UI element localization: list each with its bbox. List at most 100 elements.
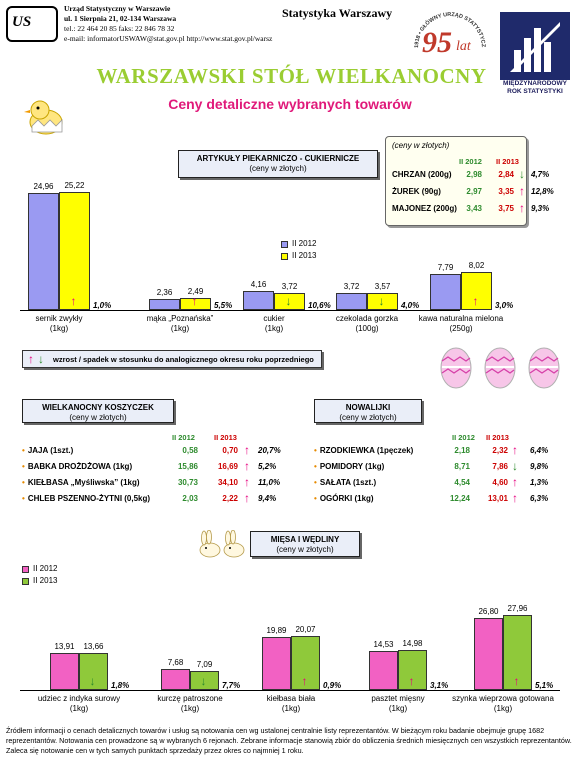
data-label: 8,02 [468,261,485,270]
bar-2012 [474,618,503,690]
table-row-name: • KIEŁBASA „Myśliwska” (1kg) [22,478,140,487]
up-arrow-icon: ↑ [472,294,479,308]
change-percent: 5,5% [214,301,233,310]
category-label: pasztet mięsny (1kg) [338,694,458,714]
scroll-row-2012: 2,98 [466,170,482,179]
footnote: Źródłem informacji o cenach detalicznych… [6,726,572,755]
change-percent: 1,0% [93,301,112,310]
arrow-legend-text: wzrost / spadek w stosunku do analogiczn… [53,355,314,364]
table-row-text: OGÓRKI (1kg) [319,494,374,503]
table-row-2013: 0,70 [222,446,238,455]
table-row-text: KIEŁBASA „Myśliwska” (1kg) [27,478,140,487]
bar-2013 [398,650,427,690]
us-logo-text: US [12,14,32,30]
bar-2013 [461,272,492,310]
up-arrow-icon: ↑ [512,491,518,505]
data-label: 13,91 [54,642,75,651]
category-line: (1kg) [69,704,89,713]
data-label: 14,53 [373,640,394,649]
change-percent: 3,1% [430,681,449,690]
data-label: 3,57 [374,282,391,291]
category-line: (1kg) [170,324,190,333]
table-row-2013: 16,69 [217,462,238,471]
legend-2012-label: II 2012 [292,239,317,248]
bar-2013 [59,192,90,310]
page-subtitle: Ceny detaliczne wybranych towarów [168,96,412,112]
table-row-2012: 30,73 [177,478,198,487]
brand-title: Statystyka Warszawy [282,6,393,20]
category-line: udziec z indyka surowy [37,694,121,703]
category-line: kurczę patroszone [157,694,223,703]
basket-unit: (ceny w złotych) [69,413,127,422]
easter-eggs-icon [436,345,566,396]
chart-baseline [20,690,560,691]
bullet-icon: • [314,462,317,471]
data-label: 7,68 [167,658,184,667]
bar-2012 [243,291,274,310]
down-arrow-icon: ↓ [285,294,292,308]
basket-col-2012: II 2012 [172,433,195,442]
legend-down-arrow-icon: ↓ [38,352,44,366]
news-unit: (ceny w złotych) [339,413,397,422]
meat-legend-2012-swatch [22,566,29,573]
table-row-text: POMIDORY (1kg) [319,462,385,471]
meat-legend-2013-label: II 2013 [33,576,58,585]
up-arrow-icon: ↑ [408,674,415,688]
data-label: 7,79 [437,263,454,272]
basket-col-2013: II 2013 [214,433,237,442]
bakery-title: ARTYKUŁY PIEKARNICZO - CUKIERNICZE [196,154,360,163]
bar-2012 [369,651,398,690]
table-row-2013: 4,60 [492,478,508,487]
change-percent: 0,9% [323,681,342,690]
up-arrow-icon: ↑ [513,674,520,688]
scroll-row-name: CHRZAN (200g) [392,170,452,179]
category-line: (1kg) [49,324,69,333]
category-line: szynka wieprzowa gotowana [452,694,554,703]
data-label: 19,89 [266,626,287,635]
table-row-pct: 5,2% [258,462,277,471]
scroll-col-2012: II 2012 [459,157,482,166]
category-label: czekolada gorzka (100g) [307,314,427,334]
table-row-name: • RZODKIEWKA (1pęczek) [314,446,413,455]
up-arrow-icon: ↑ [519,184,525,198]
change-percent: 4,0% [401,301,420,310]
table-row-2013: 2,32 [492,446,508,455]
bar-2013 [274,293,305,310]
table-row-name: • OGÓRKI (1kg) [314,494,374,503]
table-row-text: RZODKIEWKA (1pęczek) [319,446,414,455]
table-row-2012: 12,24 [449,494,470,503]
table-row-pct: 9,8% [530,462,549,471]
table-row-2013: 7,86 [492,462,508,471]
table-row-pct: 20,7% [258,446,281,455]
meat-unit: (ceny w złotych) [276,545,334,554]
data-label: 2,36 [156,288,173,297]
table-row-2012: 4,54 [454,478,470,487]
category-line: (1kg) [281,704,301,713]
data-label: 27,96 [507,604,528,613]
table-row-text: CHLEB PSZENNO-ŻYTNI (0,5kg) [27,494,151,503]
legend-2013-swatch [281,253,288,260]
table-row-pct: 9,4% [258,494,277,503]
table-row-2013: 13,01 [487,494,508,503]
office-contact: e-mail: informatorUSWAW@stat.gov.pl http… [64,34,273,43]
table-row-2012: 2,03 [182,494,198,503]
bar-2013 [503,615,532,690]
condiments-scroll [385,136,527,226]
up-arrow-icon: ↑ [512,475,518,489]
bar-2012 [149,299,180,310]
data-label: 14,98 [402,639,423,648]
data-label: 4,16 [250,280,267,289]
table-row-2013: 34,10 [217,478,238,487]
bar-2012 [262,637,291,690]
change-percent: 1,8% [111,681,130,690]
scroll-row-pct: 9,3% [531,204,550,213]
down-arrow-icon: ↓ [512,459,518,473]
category-line: (1kg) [493,704,513,713]
change-percent: 10,6% [308,301,331,310]
meat-section-label: MIĘSA I WĘDLINY (ceny w złotych) [250,531,360,557]
data-label: 2,49 [187,287,204,296]
down-arrow-icon: ↓ [378,294,385,308]
down-arrow-icon: ↓ [200,674,207,688]
up-arrow-icon: ↑ [191,294,198,308]
category-line: (100g) [355,324,379,333]
